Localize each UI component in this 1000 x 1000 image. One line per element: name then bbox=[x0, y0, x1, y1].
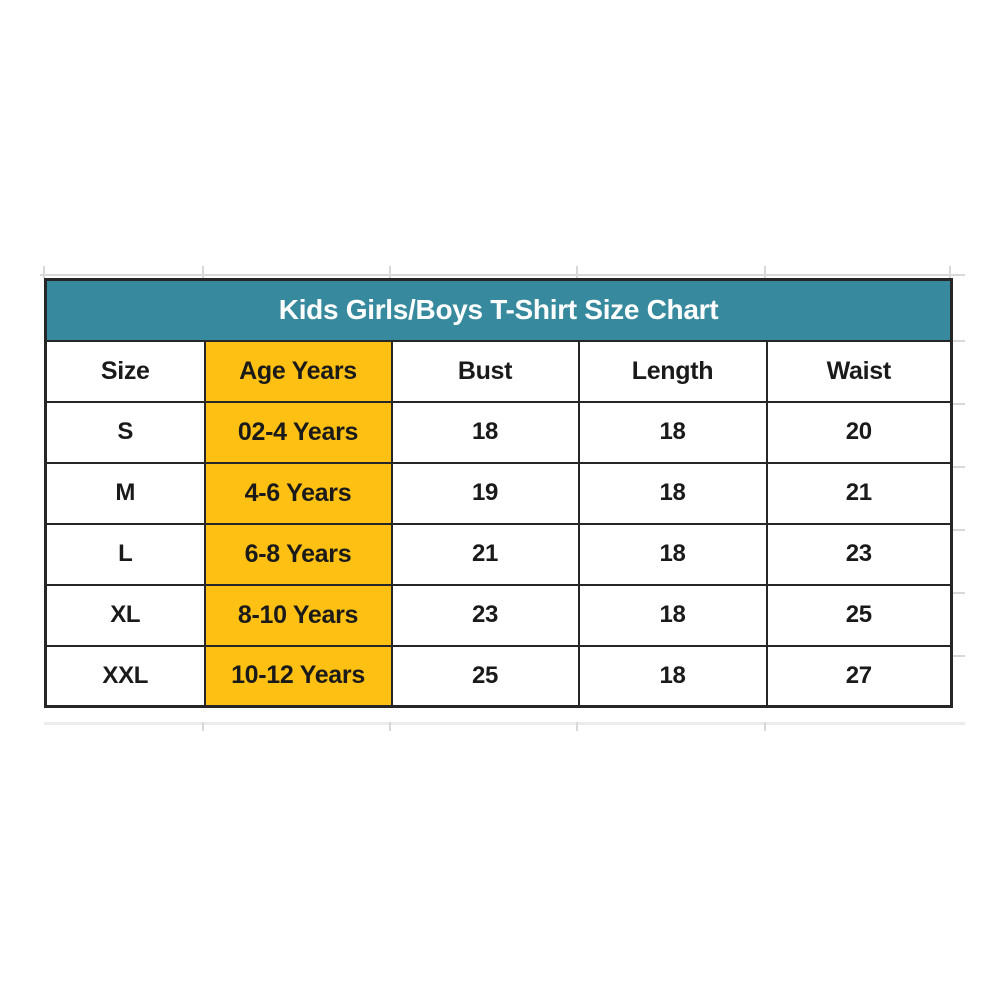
spreadsheet-gridline-stub bbox=[43, 266, 45, 278]
header-size: Size bbox=[44, 339, 206, 403]
spreadsheet-gridline-stub bbox=[952, 340, 965, 342]
spreadsheet-gridline-stub bbox=[952, 466, 965, 468]
spreadsheet-gridline-stub bbox=[202, 722, 204, 731]
size-cell: XL bbox=[44, 583, 206, 647]
title-row: Kids Girls/Boys T-Shirt Size Chart bbox=[44, 278, 953, 342]
waist-cell: 25 bbox=[765, 583, 953, 647]
table-row-xl: XL 8-10 Years 23 18 25 bbox=[44, 583, 953, 647]
size-cell: M bbox=[44, 461, 206, 525]
spreadsheet-gridline-stub bbox=[952, 529, 965, 531]
header-length: Length bbox=[577, 339, 768, 403]
header-age-years: Age Years bbox=[203, 339, 393, 403]
spreadsheet-gridline-bottom bbox=[44, 722, 965, 725]
spreadsheet-gridline-stub bbox=[949, 266, 951, 278]
age-cell: 10-12 Years bbox=[203, 644, 393, 708]
waist-cell: 20 bbox=[765, 400, 953, 464]
spreadsheet-gridline-stub bbox=[202, 266, 204, 278]
bust-cell: 18 bbox=[390, 400, 580, 464]
spreadsheet-gridline-stub bbox=[576, 266, 578, 278]
age-cell: 02-4 Years bbox=[203, 400, 393, 464]
size-cell: L bbox=[44, 522, 206, 586]
length-cell: 18 bbox=[577, 400, 768, 464]
spreadsheet-gridline-stub bbox=[389, 722, 391, 731]
age-cell: 4-6 Years bbox=[203, 461, 393, 525]
spreadsheet-gridline-stub bbox=[389, 266, 391, 278]
length-cell: 18 bbox=[577, 644, 768, 708]
spreadsheet-gridline-stub bbox=[764, 722, 766, 731]
spreadsheet-gridline-top bbox=[40, 274, 965, 276]
spreadsheet-gridline-stub bbox=[764, 266, 766, 278]
spreadsheet-gridline-stub bbox=[952, 403, 965, 405]
table-row-xxl: XXL 10-12 Years 25 18 27 bbox=[44, 644, 953, 708]
age-cell: 8-10 Years bbox=[203, 583, 393, 647]
bust-cell: 25 bbox=[390, 644, 580, 708]
waist-cell: 21 bbox=[765, 461, 953, 525]
table-row-s: S 02-4 Years 18 18 20 bbox=[44, 400, 953, 464]
length-cell: 18 bbox=[577, 522, 768, 586]
bust-cell: 21 bbox=[390, 522, 580, 586]
header-waist: Waist bbox=[765, 339, 953, 403]
size-chart-table: Kids Girls/Boys T-Shirt Size Chart Size … bbox=[44, 278, 954, 708]
spreadsheet-gridline-stub bbox=[952, 592, 965, 594]
length-cell: 18 bbox=[577, 583, 768, 647]
header-bust: Bust bbox=[390, 339, 580, 403]
waist-cell: 27 bbox=[765, 644, 953, 708]
length-cell: 18 bbox=[577, 461, 768, 525]
table-row-l: L 6-8 Years 21 18 23 bbox=[44, 522, 953, 586]
chart-title: Kids Girls/Boys T-Shirt Size Chart bbox=[44, 278, 953, 342]
spreadsheet-gridline-stub bbox=[576, 722, 578, 731]
bust-cell: 23 bbox=[390, 583, 580, 647]
size-cell: XXL bbox=[44, 644, 206, 708]
size-cell: S bbox=[44, 400, 206, 464]
waist-cell: 23 bbox=[765, 522, 953, 586]
table-row-m: M 4-6 Years 19 18 21 bbox=[44, 461, 953, 525]
bust-cell: 19 bbox=[390, 461, 580, 525]
age-cell: 6-8 Years bbox=[203, 522, 393, 586]
header-row: Size Age Years Bust Length Waist bbox=[44, 339, 953, 403]
spreadsheet-gridline-stub bbox=[952, 655, 965, 657]
